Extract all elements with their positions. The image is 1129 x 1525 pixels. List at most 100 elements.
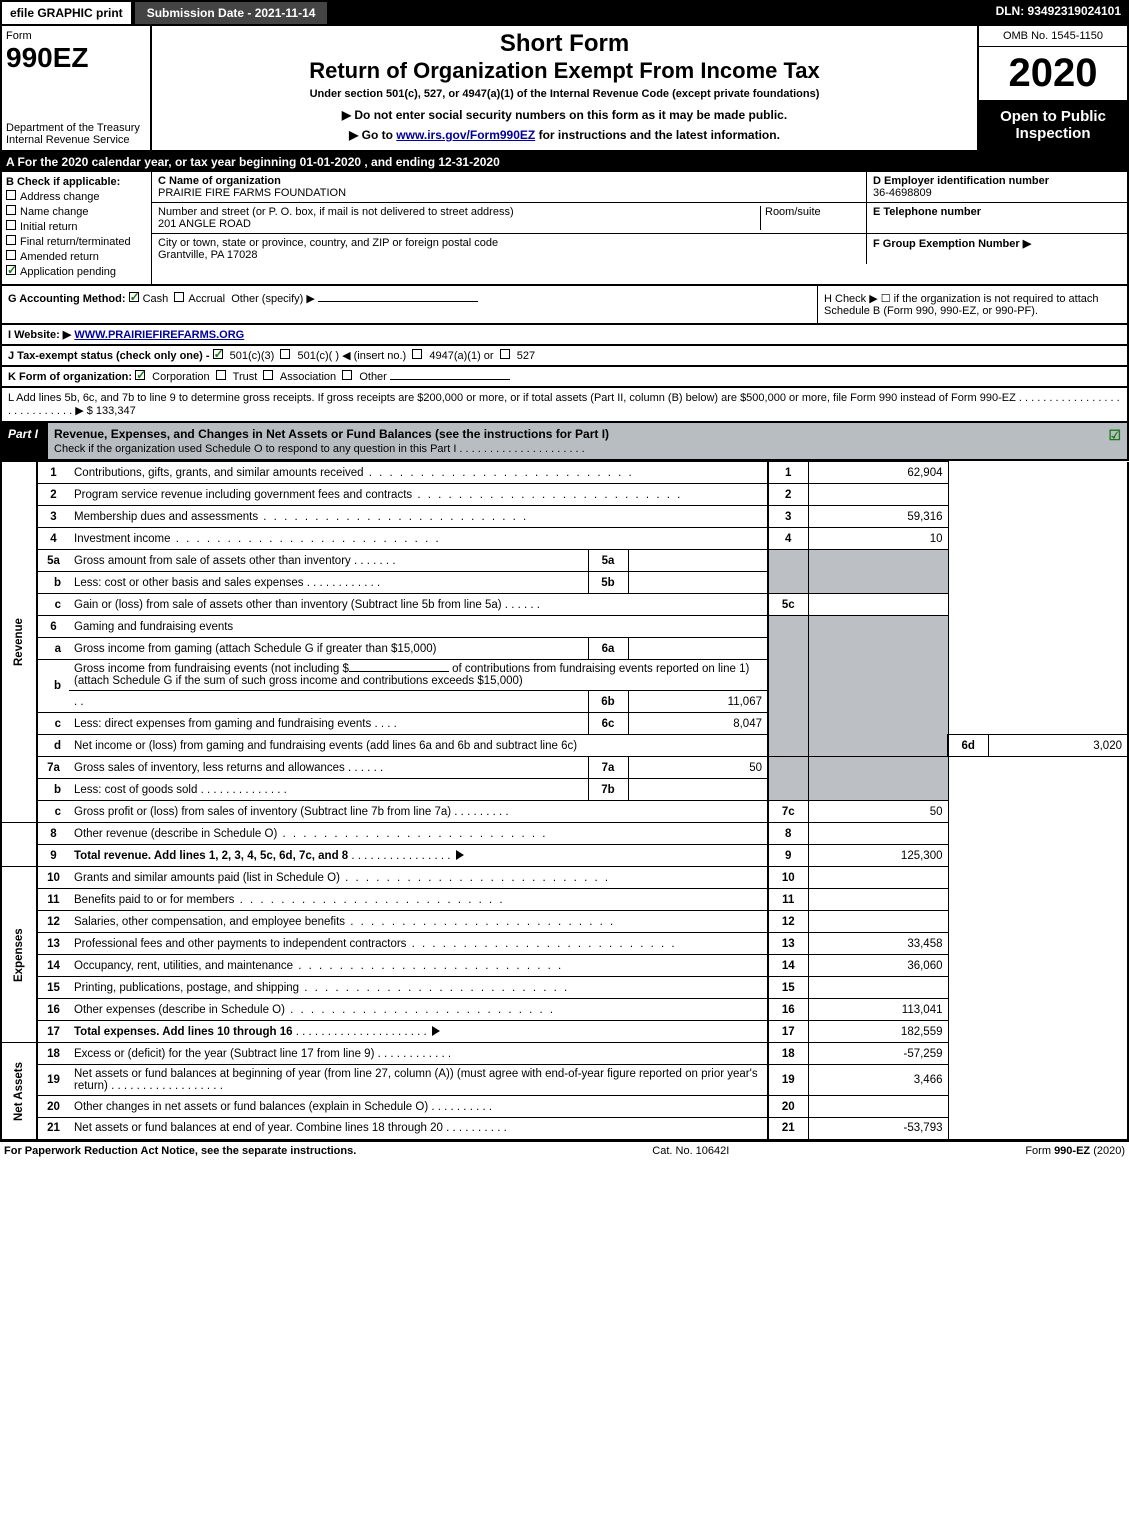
- line-5a-mid: [628, 550, 768, 572]
- line-4-val: 10: [808, 528, 948, 550]
- section-b-label: B Check if applicable:: [6, 176, 147, 188]
- omb-number: OMB No. 1545-1150: [979, 26, 1127, 47]
- ein-value: 36-4698809: [873, 187, 1121, 199]
- net-assets-side-label: Net Assets: [1, 1043, 37, 1140]
- line-13-val: 33,458: [808, 933, 948, 955]
- efile-label: efile GRAPHIC print: [0, 0, 133, 26]
- line-5a-desc: Gross amount from sale of assets other t…: [74, 555, 351, 567]
- website-link[interactable]: WWW.PRAIRIEFIREFARMS.ORG: [74, 329, 244, 341]
- line-6d-val: 3,020: [988, 735, 1128, 757]
- footer-right: Form 990-EZ (2020): [1025, 1145, 1125, 1157]
- under-section: Under section 501(c), 527, or 4947(a)(1)…: [156, 88, 973, 100]
- page-footer: For Paperwork Reduction Act Notice, see …: [0, 1141, 1129, 1160]
- line-7b-mid: [628, 779, 768, 801]
- dln-label: DLN: 93492319024101: [988, 0, 1129, 26]
- submission-date: Submission Date - 2021-11-14: [133, 0, 330, 26]
- form-title: Return of Organization Exempt From Incom…: [156, 58, 973, 84]
- line-1-desc: Contributions, gifts, grants, and simila…: [74, 467, 364, 479]
- line-11-desc: Benefits paid to or for members: [74, 894, 234, 906]
- chk-4947a1[interactable]: [412, 349, 422, 359]
- line-13-desc: Professional fees and other payments to …: [74, 938, 406, 950]
- part-1-table: Revenue 1Contributions, gifts, grants, a…: [0, 461, 1129, 1141]
- line-6c-mid: 8,047: [628, 713, 768, 735]
- chk-501c[interactable]: [280, 349, 290, 359]
- line-6b-mid: 11,067: [628, 691, 768, 713]
- city-label: City or town, state or province, country…: [158, 237, 860, 249]
- chk-name-change[interactable]: Name change: [6, 205, 147, 218]
- room-suite-label: Room/suite: [760, 206, 860, 230]
- line-2-desc: Program service revenue including govern…: [74, 489, 412, 501]
- line-14-desc: Occupancy, rent, utilities, and maintena…: [74, 960, 293, 972]
- line-19-val: 3,466: [808, 1065, 948, 1096]
- line-5b-mid: [628, 572, 768, 594]
- line-7c-desc: Gross profit or (loss) from sales of inv…: [74, 806, 451, 818]
- line-8-val: [808, 823, 948, 845]
- line-7b-desc: Less: cost of goods sold: [74, 784, 197, 796]
- chk-initial-return[interactable]: Initial return: [6, 220, 147, 233]
- line-5c-val: [808, 594, 948, 616]
- chk-corporation[interactable]: [135, 370, 145, 380]
- line-16-desc: Other expenses (describe in Schedule O): [74, 1004, 285, 1016]
- part-subtitle: Check if the organization used Schedule …: [54, 443, 585, 455]
- line-15-val: [808, 977, 948, 999]
- do-not-enter: ▶ Do not enter social security numbers o…: [156, 108, 973, 122]
- chk-address-change[interactable]: Address change: [6, 190, 147, 203]
- chk-application-pending[interactable]: Application pending: [6, 265, 147, 278]
- line-9-val: 125,300: [808, 845, 948, 867]
- line-7a-mid: 50: [628, 757, 768, 779]
- line-19-desc: Net assets or fund balances at beginning…: [74, 1068, 758, 1092]
- chk-527[interactable]: [500, 349, 510, 359]
- line-18-desc: Excess or (deficit) for the year (Subtra…: [74, 1048, 374, 1060]
- section-d-label: D Employer identification number: [873, 175, 1121, 187]
- line-1-val: 62,904: [808, 462, 948, 484]
- line-6c-desc: Less: direct expenses from gaming and fu…: [74, 718, 371, 730]
- line-10-val: [808, 867, 948, 889]
- city-value: Grantville, PA 17028: [158, 249, 860, 261]
- line-6a-mid: [628, 638, 768, 660]
- part-tag: Part I: [2, 423, 48, 459]
- chk-accrual[interactable]: [174, 292, 184, 302]
- line-5c-desc: Gain or (loss) from sale of assets other…: [74, 599, 502, 611]
- goto-prefix: ▶ Go to: [349, 128, 396, 142]
- line-12-val: [808, 911, 948, 933]
- goto-link[interactable]: www.irs.gov/Form990EZ: [396, 128, 535, 142]
- row-a-tax-year: A For the 2020 calendar year, or tax yea…: [0, 152, 1129, 172]
- tax-exempt-label: J Tax-exempt status (check only one) -: [8, 350, 210, 362]
- chk-other-org[interactable]: [342, 370, 352, 380]
- line-9-desc: Total revenue. Add lines 1, 2, 3, 4, 5c,…: [74, 850, 348, 862]
- line-17-desc: Total expenses. Add lines 10 through 16: [74, 1026, 293, 1038]
- chk-501c3[interactable]: [213, 349, 223, 359]
- line-12-desc: Salaries, other compensation, and employ…: [74, 916, 345, 928]
- arrow-icon: [456, 850, 464, 860]
- section-f-label: F Group Exemption Number ▶: [873, 237, 1121, 250]
- chk-final-return[interactable]: Final return/terminated: [6, 235, 147, 248]
- form-label: Form: [6, 30, 146, 42]
- goto-suffix: for instructions and the latest informat…: [535, 128, 780, 142]
- tax-year: 2020: [979, 47, 1127, 100]
- line-18-val: -57,259: [808, 1043, 948, 1065]
- row-gh: G Accounting Method: Cash Accrual Other …: [0, 286, 1129, 325]
- org-name: PRAIRIE FIRE FARMS FOUNDATION: [158, 187, 860, 199]
- line-2-val: [808, 484, 948, 506]
- line-21-val: -53,793: [808, 1118, 948, 1140]
- chk-association[interactable]: [263, 370, 273, 380]
- line-6b-desc-pre: Gross income from fundraising events (no…: [74, 663, 349, 675]
- chk-trust[interactable]: [216, 370, 226, 380]
- short-form-title: Short Form: [156, 30, 973, 58]
- section-c-label: C Name of organization: [158, 175, 860, 187]
- form-header: Form 990EZ Department of the Treasury In…: [0, 26, 1129, 152]
- line-8-desc: Other revenue (describe in Schedule O): [74, 828, 277, 840]
- line-10-desc: Grants and similar amounts paid (list in…: [74, 872, 340, 884]
- line-17-val: 182,559: [808, 1021, 948, 1043]
- section-bcdef: B Check if applicable: Address change Na…: [0, 172, 1129, 286]
- form-number: 990EZ: [6, 42, 146, 74]
- chk-cash[interactable]: [129, 292, 139, 302]
- line-20-desc: Other changes in net assets or fund bala…: [74, 1101, 428, 1113]
- chk-amended-return[interactable]: Amended return: [6, 250, 147, 263]
- line-16-val: 113,041: [808, 999, 948, 1021]
- check-icon: ☑: [1108, 427, 1121, 444]
- row-i: I Website: ▶ WWW.PRAIRIEFIREFARMS.ORG: [0, 325, 1129, 346]
- part-title: Revenue, Expenses, and Changes in Net As…: [54, 427, 609, 441]
- revenue-side-label: Revenue: [1, 462, 37, 823]
- arrow-icon: [432, 1026, 440, 1036]
